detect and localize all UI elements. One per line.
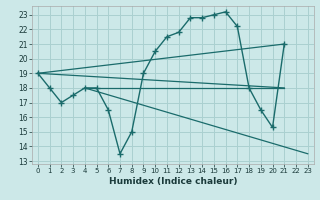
X-axis label: Humidex (Indice chaleur): Humidex (Indice chaleur) [108,177,237,186]
